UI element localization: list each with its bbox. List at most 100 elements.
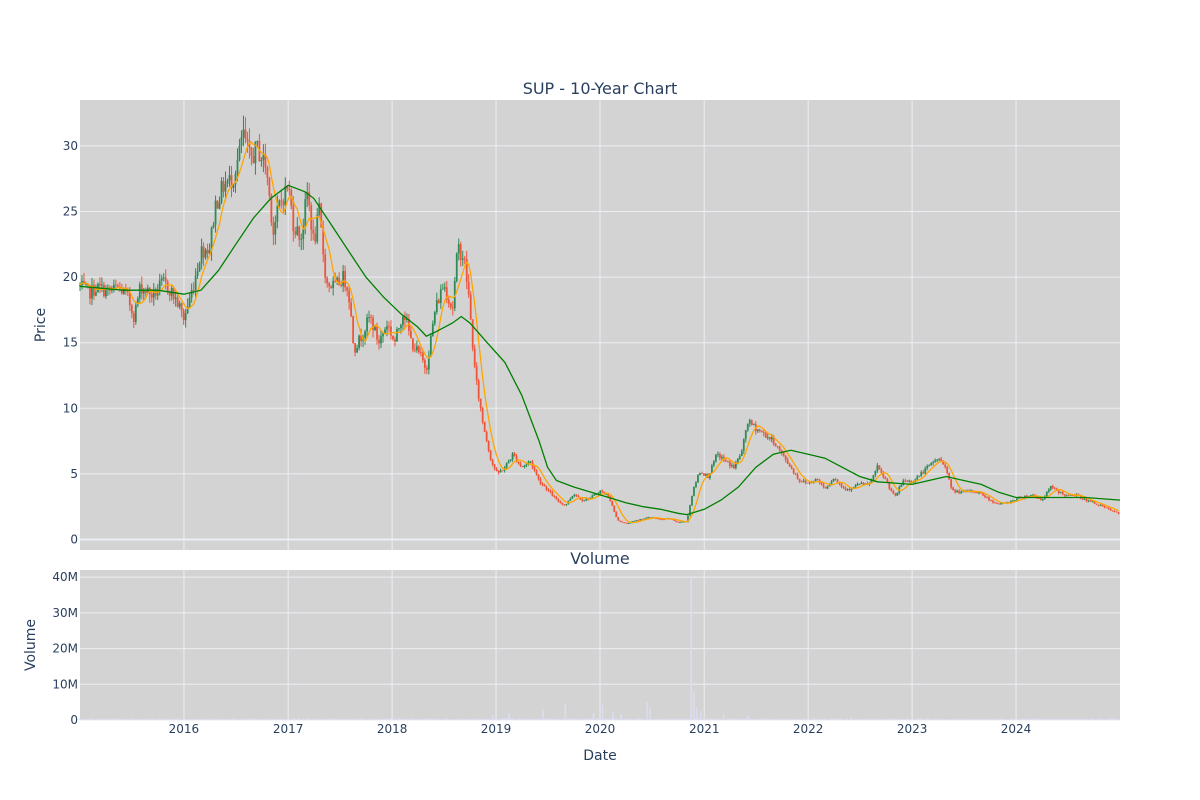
volume-bar	[440, 719, 442, 720]
volume-spike-bar	[491, 714, 494, 720]
price-candle	[539, 477, 542, 486]
volume-bar	[306, 718, 308, 720]
volume-bar	[555, 719, 558, 720]
price-candle	[194, 268, 197, 298]
volume-bar	[946, 718, 948, 720]
volume-bar	[1111, 718, 1114, 720]
volume-bar	[216, 718, 219, 720]
volume-bar	[1080, 718, 1082, 720]
volume-bar	[1002, 718, 1004, 720]
price-candle	[882, 470, 885, 479]
price-candle	[880, 467, 883, 474]
volume-bar	[898, 718, 900, 720]
volume-bar	[382, 718, 384, 720]
price-candle	[792, 468, 795, 475]
price-candle	[553, 494, 556, 498]
volume-bar	[547, 718, 550, 720]
price-candle	[998, 503, 1000, 505]
volume-bar	[523, 719, 526, 720]
volume-bar	[298, 718, 300, 720]
volume-spike-bar	[690, 577, 692, 720]
price-candle	[404, 311, 406, 328]
price-candle	[764, 431, 767, 438]
price-candle	[842, 485, 845, 489]
volume-bar	[145, 719, 147, 720]
volume-bar	[996, 718, 998, 720]
volume-bar	[256, 719, 259, 720]
volume-bar	[276, 718, 279, 720]
volume-bar	[402, 718, 404, 720]
volume-bar	[948, 719, 950, 720]
price-candle	[423, 358, 426, 374]
volume-bar	[924, 718, 926, 720]
volume-bar	[755, 719, 757, 720]
price-candle	[392, 335, 394, 341]
volume-bar	[944, 719, 946, 720]
price-candle	[487, 440, 490, 453]
volume-bar	[1117, 719, 1120, 720]
price-candle	[691, 495, 693, 507]
volume-bar	[408, 719, 410, 720]
volume-bar	[226, 718, 229, 720]
volume-bar	[190, 719, 193, 720]
volume-bar	[262, 719, 265, 720]
price-candle	[469, 291, 472, 320]
price-candle	[394, 336, 396, 347]
volume-bar	[1083, 718, 1086, 720]
price-candle	[326, 276, 329, 288]
volume-bar	[1074, 719, 1076, 720]
price-y-tick-label: 5	[70, 467, 78, 481]
volume-bar	[418, 719, 420, 720]
price-candle	[260, 157, 263, 167]
price-candle	[302, 218, 305, 250]
volume-bar	[202, 718, 205, 720]
volume-bar	[1101, 718, 1104, 720]
price-candle	[986, 496, 988, 499]
price-candle	[571, 495, 574, 499]
volume-bar	[830, 718, 833, 720]
price-candle	[103, 281, 105, 298]
price-candle	[242, 115, 245, 147]
price-candle	[308, 182, 311, 212]
price-candle	[878, 465, 881, 470]
volume-bar	[631, 719, 633, 720]
volume-bar	[896, 718, 899, 720]
volume-bar	[860, 719, 863, 720]
volume-bar	[481, 718, 484, 720]
volume-bar	[619, 718, 621, 720]
price-candle	[497, 469, 500, 475]
price-candle	[760, 430, 763, 433]
volume-bar	[906, 718, 908, 720]
volume-spike-bar	[601, 705, 604, 720]
volume-bar	[131, 718, 133, 720]
volume-bar	[605, 718, 607, 720]
volume-bar	[344, 718, 346, 720]
price-candle	[609, 495, 612, 502]
volume-bar	[398, 718, 400, 720]
volume-spike-bar	[564, 703, 567, 720]
price-candle	[521, 466, 524, 468]
price-candle	[1085, 498, 1088, 503]
date-x-axis-title: Date	[583, 748, 616, 764]
price-candle	[942, 459, 945, 465]
volume-bar	[460, 719, 462, 720]
volume-bar	[705, 718, 707, 720]
price-candle	[402, 315, 404, 330]
volume-bar	[324, 718, 326, 720]
volume-bar	[529, 718, 532, 720]
price-candle	[485, 430, 488, 443]
volume-bar	[940, 718, 942, 720]
price-candle	[310, 202, 313, 241]
price-candle	[352, 315, 354, 344]
volume-bar	[776, 718, 779, 720]
price-candle	[734, 460, 737, 470]
volume-bar	[808, 719, 811, 720]
price-candle	[433, 310, 436, 326]
volume-bar	[442, 718, 444, 720]
volume-y-axis-title: Volume	[23, 619, 39, 671]
volume-bar	[338, 719, 340, 720]
volume-bar	[1022, 718, 1024, 720]
volume-bar	[89, 718, 91, 720]
price-candle	[806, 482, 809, 484]
